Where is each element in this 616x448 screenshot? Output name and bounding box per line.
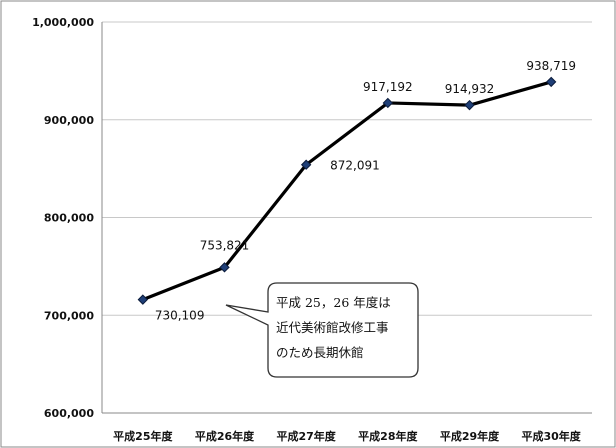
data-point-marker (464, 99, 475, 111)
x-tick-label: 平成27年度 (277, 429, 337, 443)
y-tick-label: 800,000 (44, 212, 94, 225)
data-label: 730,109 (155, 309, 205, 323)
x-axis-ticks: 平成25年度 平成26年度 平成27年度 平成28年度 平成29年度 平成30年度 (113, 429, 582, 443)
series-layer (137, 76, 557, 305)
data-point-marker (137, 294, 149, 305)
y-axis-ticks: 600,000 700,000 800,000 900,000 1,000,000 (32, 16, 94, 420)
series-line (141, 80, 553, 302)
annotation-line-3: のため長期休館 (276, 345, 364, 360)
data-point-marker (219, 262, 230, 273)
annotation-bubble (225, 282, 419, 378)
data-point-marker (300, 159, 312, 170)
y-tick-label: 900,000 (44, 114, 94, 127)
y-tick-label: 700,000 (44, 309, 94, 322)
gridlines (101, 21, 592, 414)
x-tick-label: 平成26年度 (195, 429, 255, 443)
y-tick-label: 600,000 (44, 407, 94, 420)
x-tick-label: 平成28年度 (358, 429, 418, 443)
annotation-callout: 平成 25，26 年度は 近代美術館改修工事 のため長期休館 (225, 282, 419, 378)
data-point-marker (545, 76, 557, 88)
x-tick-label: 平成25年度 (113, 429, 173, 443)
annotation-line-2: 近代美術館改修工事 (276, 320, 389, 335)
annotation-line-1: 平成 25，26 年度は (276, 295, 391, 310)
data-label: 914,932 (445, 82, 495, 96)
y-tick-label: 1,000,000 (32, 16, 94, 29)
data-label: 872,091 (330, 159, 380, 173)
data-label: 938,719 (526, 59, 576, 73)
x-tick-label: 平成30年度 (522, 429, 582, 443)
data-label: 917,192 (363, 80, 413, 94)
data-labels: 730,109 753,821 872,091 917,192 914,932 938,7… (155, 59, 576, 323)
data-point-marker (382, 97, 394, 109)
data-label: 753,821 (200, 238, 250, 252)
x-tick-label: 平成29年度 (440, 429, 500, 443)
